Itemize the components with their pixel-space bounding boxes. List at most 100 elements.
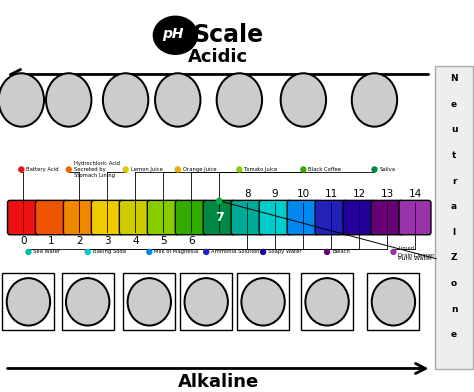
Ellipse shape	[155, 73, 201, 127]
Ellipse shape	[374, 280, 413, 324]
Text: 6: 6	[188, 236, 194, 246]
FancyBboxPatch shape	[2, 273, 55, 330]
Ellipse shape	[7, 278, 50, 326]
Text: Saliva: Saliva	[380, 167, 395, 172]
FancyBboxPatch shape	[343, 200, 375, 235]
Text: 12: 12	[353, 189, 365, 199]
Text: Alkaline: Alkaline	[177, 373, 259, 391]
Ellipse shape	[9, 280, 48, 324]
FancyBboxPatch shape	[175, 200, 207, 235]
Text: r: r	[452, 177, 456, 186]
Circle shape	[261, 249, 265, 254]
Ellipse shape	[129, 280, 169, 324]
Ellipse shape	[128, 278, 171, 326]
FancyBboxPatch shape	[180, 273, 232, 330]
Text: Baking Soda: Baking Soda	[93, 249, 126, 254]
Ellipse shape	[351, 73, 398, 127]
Ellipse shape	[184, 278, 228, 326]
Text: Soapy Water: Soapy Water	[268, 249, 301, 254]
Ellipse shape	[68, 280, 108, 324]
Text: 1: 1	[48, 236, 55, 246]
Circle shape	[204, 249, 209, 254]
Ellipse shape	[48, 75, 90, 125]
Text: N: N	[450, 74, 458, 83]
Text: Liquid
Drain Cleaner: Liquid Drain Cleaner	[399, 246, 435, 258]
FancyBboxPatch shape	[123, 273, 175, 330]
Text: 2: 2	[76, 236, 82, 246]
FancyBboxPatch shape	[367, 273, 419, 330]
Text: 10: 10	[297, 189, 310, 199]
Text: 5: 5	[160, 236, 166, 246]
Ellipse shape	[154, 16, 197, 54]
Text: u: u	[451, 125, 457, 134]
Circle shape	[391, 249, 396, 254]
Ellipse shape	[280, 73, 327, 127]
FancyBboxPatch shape	[237, 273, 289, 330]
Text: Scale: Scale	[192, 23, 263, 47]
Ellipse shape	[0, 73, 45, 127]
Ellipse shape	[241, 278, 285, 326]
Text: 8: 8	[244, 189, 250, 199]
FancyBboxPatch shape	[287, 200, 319, 235]
FancyBboxPatch shape	[147, 200, 179, 235]
FancyBboxPatch shape	[259, 200, 291, 235]
Text: 4: 4	[132, 236, 138, 246]
FancyBboxPatch shape	[64, 200, 95, 235]
Text: 0: 0	[20, 236, 27, 246]
Text: 9: 9	[272, 189, 278, 199]
Text: 13: 13	[381, 189, 393, 199]
Circle shape	[123, 167, 128, 172]
FancyBboxPatch shape	[371, 200, 403, 235]
Text: Tomato Juice: Tomato Juice	[245, 167, 278, 172]
Text: Battery Acid: Battery Acid	[27, 167, 59, 172]
Text: o: o	[451, 279, 457, 288]
FancyBboxPatch shape	[315, 200, 347, 235]
FancyBboxPatch shape	[91, 200, 123, 235]
Text: t: t	[452, 151, 456, 160]
Text: e: e	[451, 100, 457, 109]
Ellipse shape	[372, 278, 415, 326]
Circle shape	[237, 167, 242, 172]
Circle shape	[175, 167, 180, 172]
Circle shape	[147, 249, 152, 254]
Ellipse shape	[157, 75, 199, 125]
Text: n: n	[451, 305, 457, 314]
FancyBboxPatch shape	[36, 200, 67, 235]
FancyBboxPatch shape	[62, 273, 114, 330]
Text: Sea Water: Sea Water	[34, 249, 61, 254]
Ellipse shape	[105, 75, 146, 125]
Ellipse shape	[354, 75, 395, 125]
Text: Lemon Juice: Lemon Juice	[131, 167, 163, 172]
Circle shape	[217, 198, 222, 203]
Circle shape	[19, 167, 24, 172]
Text: e: e	[451, 330, 457, 339]
Text: a: a	[451, 202, 457, 211]
Text: Hydrochloric Acid
Secreted by
Stomach Lining: Hydrochloric Acid Secreted by Stomach Li…	[74, 161, 120, 178]
Ellipse shape	[0, 75, 42, 125]
FancyBboxPatch shape	[399, 200, 431, 235]
Text: Orange Juice: Orange Juice	[183, 167, 216, 172]
Ellipse shape	[102, 73, 149, 127]
FancyBboxPatch shape	[203, 200, 235, 235]
Text: Ammonia Solution: Ammonia Solution	[211, 249, 260, 254]
Ellipse shape	[283, 75, 324, 125]
FancyBboxPatch shape	[435, 65, 473, 370]
Text: Z: Z	[451, 254, 457, 263]
Circle shape	[325, 249, 329, 254]
Text: Black Coffee: Black Coffee	[309, 167, 341, 172]
FancyBboxPatch shape	[301, 273, 353, 330]
Text: Acidic: Acidic	[188, 48, 248, 66]
Circle shape	[301, 167, 306, 172]
Text: 3: 3	[104, 236, 110, 246]
FancyBboxPatch shape	[8, 200, 39, 235]
Text: Milk of Magnesia: Milk of Magnesia	[155, 249, 199, 254]
Ellipse shape	[307, 280, 347, 324]
Circle shape	[85, 249, 90, 254]
Ellipse shape	[305, 278, 349, 326]
Circle shape	[372, 167, 377, 172]
Ellipse shape	[66, 278, 109, 326]
Circle shape	[26, 249, 31, 254]
Ellipse shape	[46, 73, 92, 127]
FancyBboxPatch shape	[231, 200, 263, 235]
Text: 11: 11	[325, 189, 337, 199]
